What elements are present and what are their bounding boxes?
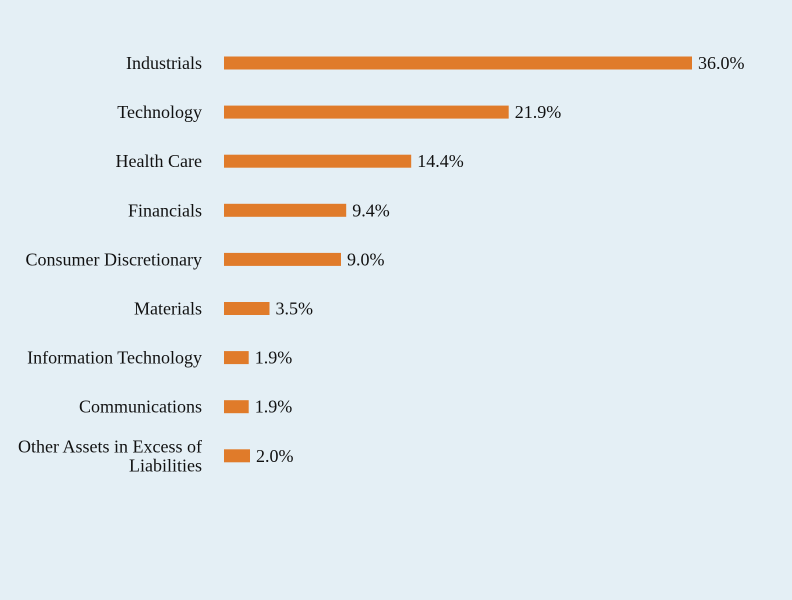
value-label-industrials: 36.0% xyxy=(698,53,745,73)
value-label-technology: 21.9% xyxy=(515,102,562,122)
category-label-consumer-discretionary: Consumer Discretionary xyxy=(26,249,202,269)
category-label-financials: Financials xyxy=(128,200,202,220)
bar-other-assets-in-excess-of-liabilities xyxy=(224,449,250,463)
category-label-health-care: Health Care xyxy=(116,151,202,171)
bar-health-care xyxy=(224,154,412,168)
value-label-other-assets-in-excess-of-liabilities: 2.0% xyxy=(256,446,294,466)
bar-technology xyxy=(224,105,509,119)
bar-communications xyxy=(224,400,249,414)
category-label-technology: Technology xyxy=(117,102,202,122)
value-label-financials: 9.4% xyxy=(352,200,390,220)
value-label-information-technology: 1.9% xyxy=(255,348,293,368)
value-label-materials: 3.5% xyxy=(276,299,314,319)
bar-information-technology xyxy=(224,351,249,365)
bar-consumer-discretionary xyxy=(224,252,341,266)
category-label-information-technology: Information Technology xyxy=(27,348,202,368)
category-label-other-assets-in-excess-of-liabilities: Other Assets in Excess of Liabilities xyxy=(18,436,202,475)
bar-materials xyxy=(224,302,270,315)
value-label-communications: 1.9% xyxy=(255,397,293,417)
category-label-materials: Materials xyxy=(134,299,202,319)
value-label-health-care: 14.4% xyxy=(417,151,464,171)
bar-financials xyxy=(224,203,347,217)
category-label-communications: Communications xyxy=(79,397,202,417)
bar-industrials xyxy=(224,56,692,70)
value-label-consumer-discretionary: 9.0% xyxy=(347,249,385,269)
category-label-industrials: Industrials xyxy=(126,53,202,73)
